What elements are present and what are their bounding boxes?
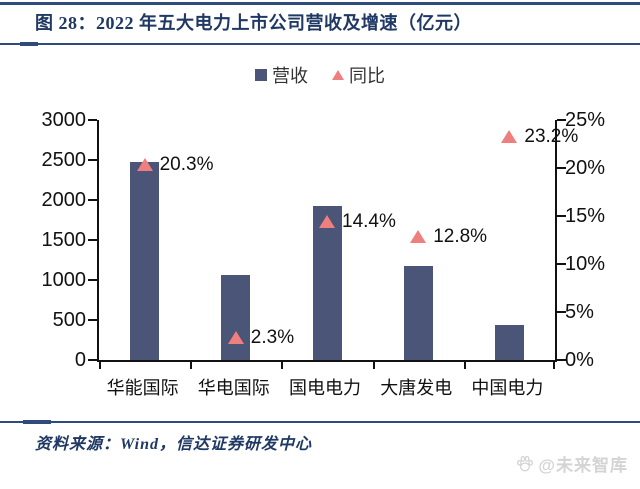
right-axis-tick-label: 5% [565,301,594,323]
y-axis-tick-label: 2500 [41,149,87,171]
revenue-bar [130,162,160,360]
y-axis-tick-label: 1500 [41,229,87,251]
x-axis-tick [463,362,466,369]
right-axis-tick [557,215,566,217]
yoy-marker [410,230,427,244]
plot-area: 20.3% 2.3% 14.4% 12.8% 23.2% 0 500 1000 1500 2000… [42,109,606,371]
legend-item-yoy: 同比 [332,62,385,88]
y-axis-tick-label: 3000 [41,109,87,131]
revenue-bar [403,266,433,360]
watermark: @未来智库 [515,451,628,476]
yoy-value-label: 14.4% [342,210,396,232]
yoy-marker [136,158,153,172]
right-axis-tick [557,119,566,121]
yoy-triangle-icon [332,70,344,80]
legend-revenue-label: 营收 [272,66,308,86]
right-axis-tick [557,263,566,265]
y-axis-tick [88,159,97,161]
revenue-bar [312,206,342,360]
x-axis-tick [281,362,284,369]
right-axis-tick-label: 20% [565,157,606,179]
x-axis-category-label: 大唐发电 [380,378,453,398]
yoy-marker [501,130,518,144]
chart-legend: 营收 同比 [0,63,640,87]
right-axis-tick [557,359,566,361]
y-axis-tick-label: 500 [52,309,86,331]
legend-item-revenue: 营收 [255,62,308,88]
x-axis-category-labels: 华能国际 华电国际 国电电力 大唐发电 中国电力 [97,374,553,400]
x-axis-tick [190,362,193,369]
figure-title: 图 28：2022 年五大电力上市公司营收及增速（亿元） [35,13,472,33]
y-axis-tick [88,239,97,241]
x-axis-category-label: 国电电力 [289,378,361,398]
footer-divider [0,421,640,423]
x-axis-category-label: 中国电力 [471,378,544,398]
data-source-note: 资料来源：Wind，信达证券研发中心 [35,436,312,453]
x-axis-category-label: 华电国际 [197,378,270,398]
y-axis-tick [88,199,97,201]
title-divider [0,43,640,45]
revenue-bar [221,275,251,360]
x-axis-tick [372,362,375,369]
watermark-text: @未来智库 [538,456,628,475]
top-divider [0,2,640,5]
y-axis-tick-label: 2000 [41,189,87,211]
revenue-square-icon [255,69,267,81]
yoy-value-label: 20.3% [159,154,214,176]
legend-yoy-label: 同比 [349,66,385,86]
revenue-bar [494,324,524,360]
y-axis-tick [88,319,97,321]
right-axis-tick [557,167,566,169]
yoy-value-label: 12.8% [433,226,488,248]
y-axis-tick [88,119,97,121]
right-axis-tick-label: 15% [565,205,606,227]
x-axis-tick [553,362,555,369]
y-axis-tick-label: 0 [74,349,86,371]
y-axis-tick [88,279,97,281]
yoy-marker [319,214,335,228]
y-axis-tick-label: 1000 [41,269,87,291]
right-axis-tick-label: 10% [565,253,606,275]
yoy-marker [227,330,244,344]
paw-icon [517,455,534,471]
right-axis-tick [557,311,566,313]
x-axis-category-label: 华能国际 [106,378,179,398]
x-axis-tick [99,362,101,369]
title-divider-accent [20,42,38,46]
right-axis-tick-label: 25% [565,109,606,131]
y-axis-tick [88,359,97,361]
right-axis-tick-label: 0% [565,349,594,371]
footer-divider-accent [23,420,51,424]
yoy-value-label: 23.2% [524,126,579,148]
yoy-value-label: 2.3% [250,326,295,348]
